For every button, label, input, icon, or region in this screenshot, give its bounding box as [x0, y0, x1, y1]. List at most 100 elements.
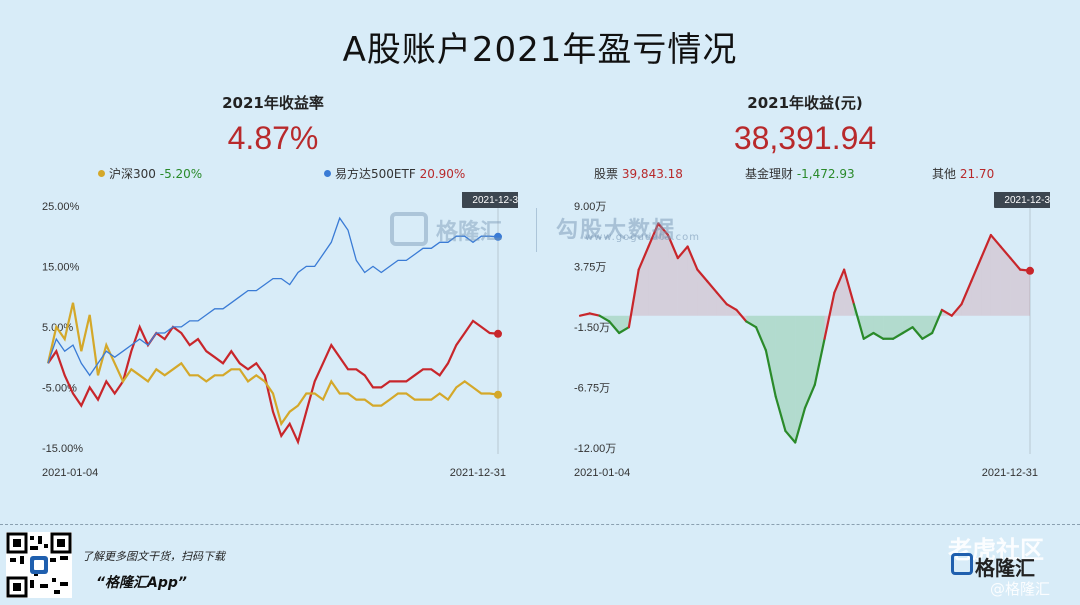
series-line [715, 291, 728, 306]
y-tick-label: -1.50万 [574, 322, 610, 334]
area-segment [765, 315, 776, 397]
legend-label: 易方达500ETF [335, 167, 416, 181]
breakdown-label: 基金理财 [745, 167, 794, 181]
area-segment [990, 235, 1001, 316]
series-line [784, 429, 797, 444]
series-line [901, 326, 914, 335]
breakdown-label: 股票 [594, 167, 619, 181]
series-line [989, 233, 1002, 248]
area-segment [971, 258, 982, 316]
profit-panel: 2021年收益(元) 38,391.94 股票 39,843.18 基金理财 -… [560, 92, 1050, 492]
breakdown-label: 其他 [932, 167, 957, 181]
legend-item-etf500[interactable]: 易方达500ETF 20.90% [324, 165, 465, 182]
y-tick-label: -12.00万 [574, 443, 616, 455]
series-line [598, 314, 611, 323]
series-line [608, 320, 621, 335]
series-line [676, 245, 689, 260]
brand-logo-icon [951, 553, 973, 575]
series-line [1009, 256, 1022, 271]
profit-value: 38,391.94 [733, 120, 877, 156]
y-tick-label: 15.00% [42, 262, 80, 274]
x-tick-label: 2021-12-31 [450, 467, 506, 479]
x-tick-label: 2021-12-31 [982, 467, 1038, 479]
series-end-point [494, 232, 502, 241]
y-tick-label: 3.75万 [574, 262, 606, 274]
area-segment [716, 292, 727, 316]
series-line [970, 256, 983, 283]
legend-label: 沪深300 [109, 167, 156, 181]
series-line [686, 245, 699, 271]
area-segment [677, 246, 688, 316]
series-line [706, 280, 719, 294]
series-line [960, 280, 973, 306]
area-segment [756, 315, 766, 351]
series-line [940, 308, 953, 317]
area-segment [1010, 258, 1021, 316]
breakdown-stock: 股票 39,843.18 [594, 165, 683, 182]
series-line [637, 245, 650, 271]
series-line [803, 383, 816, 410]
area-segment [863, 315, 874, 339]
series-line [754, 326, 767, 352]
return-rate-chart[interactable]: 25.00%15.00%5.00%-5.00%-15.00%2021-01-04… [28, 192, 518, 492]
series-line [647, 222, 660, 248]
area-segment [873, 315, 884, 339]
profit-chart[interactable]: 9.00万 3.75万 -1.50万 -6.75万 -12.00万 2021-01-04 2… [560, 192, 1050, 492]
footer-promo: 了解更多图文干货，扫码下载 [82, 550, 225, 563]
breakdown-fund: 基金理财 -1,472.93 [745, 165, 855, 182]
breakdown-value: -1,472.93 [796, 167, 855, 181]
return-rate-panel: 2021年收益率 4.87% 沪深300 -5.20% 易方达500ETF 20… [28, 92, 518, 492]
area-segment [1020, 269, 1030, 316]
area-segment [599, 315, 610, 322]
series-line [950, 303, 963, 317]
series-line [862, 331, 875, 340]
legend-item-hs300[interactable]: 沪深300 -5.20% [98, 165, 202, 182]
series-end-point [494, 390, 502, 399]
area-segment [834, 269, 845, 316]
legend-value: -5.20% [159, 167, 203, 181]
series-line [813, 337, 826, 386]
area-segment [814, 315, 825, 385]
watermark-divider [536, 208, 537, 252]
community-handle: @格隆汇 [990, 580, 1051, 598]
y-tick-label: -15.00% [42, 443, 83, 455]
community-watermark: 老虎社区 [948, 536, 1044, 564]
legend-value: 20.90% [419, 167, 466, 181]
footer-divider [0, 524, 1080, 525]
series-line [891, 331, 904, 340]
footer-brand: 格隆汇 [975, 556, 1035, 580]
area-segment [668, 235, 678, 316]
page-title: A股账户2021年盈亏情况 [342, 30, 738, 70]
area-segment [893, 315, 903, 339]
watermark-url: www.gogudata.com [585, 232, 701, 243]
legend-dot-icon [324, 170, 331, 177]
series-line [872, 331, 885, 340]
series-line [823, 291, 836, 340]
series-line [843, 268, 856, 306]
breakdown-value: 39,843.18 [621, 167, 683, 181]
series-line [794, 406, 807, 444]
area-segment [883, 315, 894, 339]
breakdown-other: 其他 21.70 [932, 165, 994, 182]
x-tick-label: 2021-01-04 [574, 467, 630, 479]
series-end-point [1026, 266, 1034, 275]
date-tag [994, 192, 1050, 208]
watermark-logo-icon [390, 212, 428, 246]
date-tag [462, 192, 518, 208]
y-tick-label: 25.00% [42, 201, 80, 213]
series-line [999, 245, 1012, 260]
breakdown-value: 21.70 [959, 167, 995, 181]
area-segment [912, 315, 923, 339]
series-line [627, 268, 640, 329]
series-line [666, 233, 679, 260]
area-segment [981, 235, 991, 316]
y-tick-label: 9.00万 [574, 201, 606, 213]
series-line [696, 268, 709, 283]
area-segment [785, 315, 796, 443]
qr-code-icon[interactable] [6, 532, 72, 598]
series-line [745, 320, 758, 329]
area-segment [1000, 246, 1011, 316]
series-line [931, 308, 944, 335]
series-line [833, 268, 846, 294]
footer-app-name: “格隆汇App” [96, 575, 187, 591]
